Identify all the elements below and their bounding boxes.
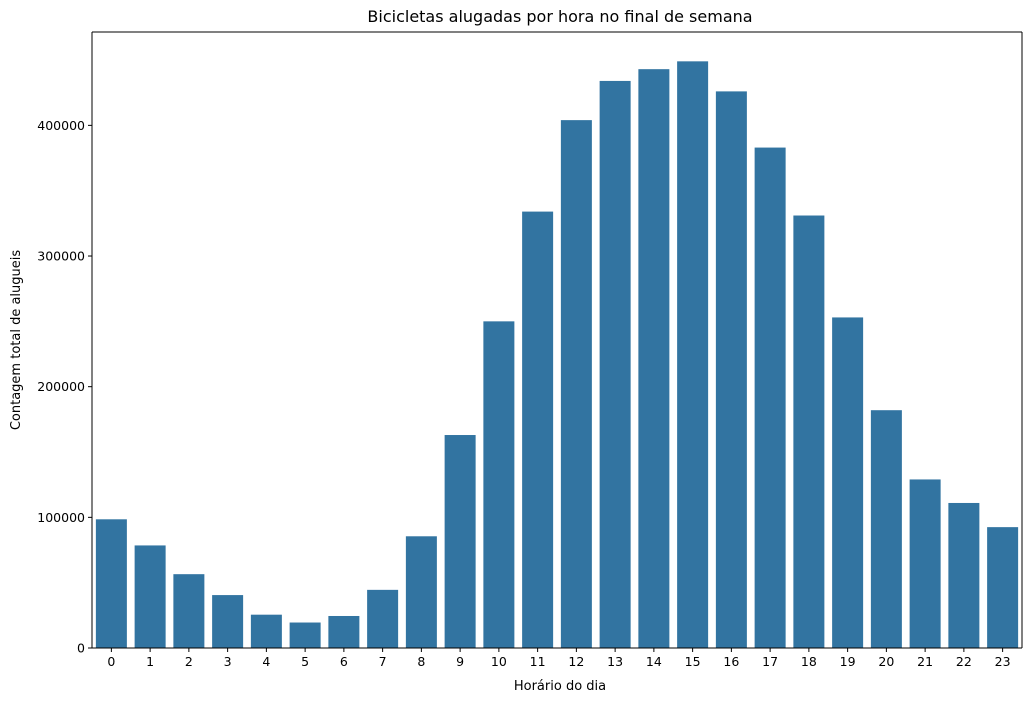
bar-hour-15 — [677, 61, 709, 649]
bar-hour-2 — [173, 574, 205, 648]
x-tick-label: 7 — [379, 654, 387, 669]
bar-hour-17 — [754, 147, 786, 649]
y-axis-label: Contagem total de alugueis — [9, 250, 24, 431]
bar-hour-0 — [95, 519, 127, 648]
x-tick-label: 5 — [301, 654, 309, 669]
bar-hour-13 — [599, 80, 631, 649]
x-tick-label: 18 — [801, 654, 817, 669]
bar-hour-6 — [328, 615, 360, 648]
y-tick-label: 0 — [77, 641, 85, 656]
x-tick-label: 3 — [224, 654, 232, 669]
bar-hour-14 — [638, 69, 670, 648]
bar-hour-4 — [250, 614, 282, 648]
bar-hour-7 — [367, 589, 399, 648]
x-tick-label: 19 — [840, 654, 856, 669]
x-axis-ticks: 0 1 2 3 4 5 6 7 8 9 10 11 12 13 14 15 16 17 18 19 20 21 22 23 — [107, 648, 1011, 669]
bar-hour-9 — [444, 435, 476, 648]
x-tick-label: 1 — [146, 654, 154, 669]
bar-hour-10 — [483, 321, 515, 648]
x-tick-label: 10 — [491, 654, 507, 669]
x-tick-label: 14 — [646, 654, 662, 669]
x-tick-label: 2 — [185, 654, 193, 669]
x-tick-label: 8 — [417, 654, 425, 669]
bar-hour-21 — [909, 479, 941, 648]
x-tick-label: 13 — [607, 654, 623, 669]
bar-hour-8 — [405, 536, 437, 648]
bar-hour-16 — [715, 91, 747, 648]
x-axis-label: Horário do dia — [514, 679, 606, 694]
y-tick-label: 300000 — [37, 249, 85, 264]
y-tick-label: 400000 — [37, 118, 85, 133]
bar-hour-1 — [134, 545, 166, 648]
x-tick-label: 15 — [685, 654, 701, 669]
x-tick-label: 11 — [530, 654, 546, 669]
bar-hour-23 — [987, 527, 1019, 648]
chart-title: Bicicletas alugadas por hora no final de… — [367, 7, 752, 26]
bars-group — [95, 61, 1019, 649]
bar-hour-22 — [948, 502, 980, 648]
bar-hour-18 — [793, 215, 825, 648]
bar-hour-5 — [289, 622, 321, 648]
x-tick-label: 22 — [956, 654, 972, 669]
y-tick-label: 200000 — [37, 379, 85, 394]
x-tick-label: 23 — [995, 654, 1011, 669]
x-tick-label: 0 — [107, 654, 115, 669]
y-axis-ticks: 0 100000 200000 300000 400000 — [37, 118, 92, 656]
y-tick-label: 100000 — [37, 510, 85, 525]
x-tick-label: 21 — [917, 654, 933, 669]
x-tick-label: 12 — [568, 654, 584, 669]
x-tick-label: 6 — [340, 654, 348, 669]
bar-hour-3 — [212, 595, 244, 648]
x-tick-label: 20 — [878, 654, 894, 669]
bar-hour-12 — [560, 120, 592, 648]
x-tick-label: 9 — [456, 654, 464, 669]
x-tick-label: 16 — [723, 654, 739, 669]
bar-hour-19 — [832, 317, 864, 648]
bar-hour-11 — [522, 211, 554, 648]
bar-hour-20 — [870, 410, 902, 648]
x-tick-label: 4 — [262, 654, 270, 669]
x-tick-label: 17 — [762, 654, 778, 669]
